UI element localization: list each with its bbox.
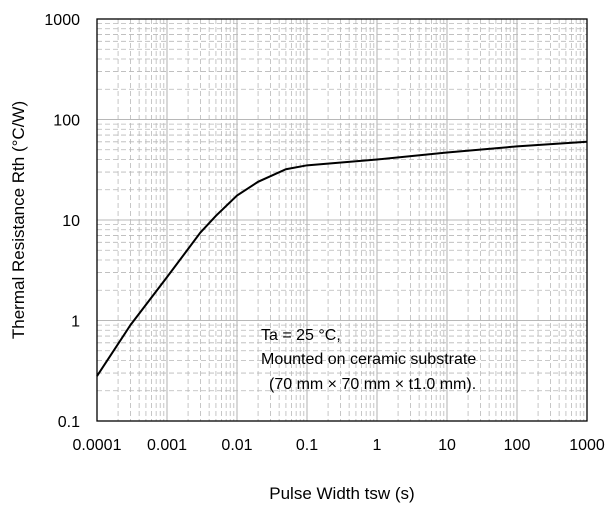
y-tick-label: 1000 (44, 12, 80, 29)
x-tick-label: 1000 (569, 437, 605, 454)
y-tick-label: 10 (62, 213, 80, 230)
y-tick-label: 0.1 (58, 414, 80, 431)
y-axis-title: Thermal Resistance Rth (°C/W) (9, 101, 28, 339)
annotation-line-1: Ta = 25 °C, (261, 327, 341, 344)
annotation-line-3: (70 mm × 70 mm × t1.0 mm). (269, 376, 476, 393)
annotation-line-2: Mounted on ceramic substrate (261, 351, 476, 368)
x-tick-label: 0.0001 (73, 437, 122, 454)
y-tick-label: 100 (53, 113, 80, 130)
x-axis-title: Pulse Width tsw (s) (269, 484, 414, 503)
tick-labels: 0.0001 0.001 0.01 0.1 1 10 100 1000 0.1 1 10 100 100… (44, 12, 604, 454)
x-tick-label: 10 (438, 437, 456, 454)
x-tick-label: 0.01 (221, 437, 252, 454)
x-tick-label: 1 (373, 437, 382, 454)
series-line (96, 140, 588, 377)
plot-frame (96, 18, 588, 422)
x-tick-label: 0.001 (147, 437, 187, 454)
y-tick-label: 1 (71, 314, 80, 331)
x-tick-label: 0.1 (296, 437, 318, 454)
x-tick-label: 100 (504, 437, 531, 454)
grid-lines (97, 19, 587, 421)
